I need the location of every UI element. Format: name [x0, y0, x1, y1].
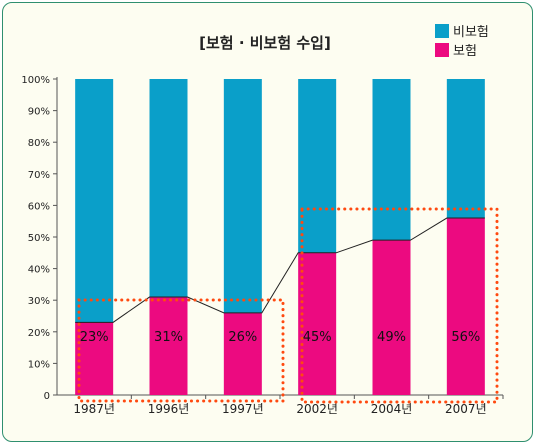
plot-area: 0 10% 20% 30% 40% 50% 60% 70% 80% 90% 100% 23% 1987년… [21, 75, 504, 416]
legend: 비보험 보험 [435, 24, 489, 59]
y-tick-label: 50% [28, 233, 50, 244]
x-tick-label: 1996년 [148, 402, 190, 416]
x-tick-label: 2002년 [296, 402, 338, 416]
legend-label-uninsured: 비보험 [453, 25, 489, 40]
bar-insured [223, 312, 262, 395]
y-tick-label: 80% [28, 138, 50, 149]
x-tick-label: 2007년 [445, 402, 487, 416]
y-tick-label: 30% [28, 296, 50, 307]
y-tick-label: 10% [28, 359, 50, 370]
legend-swatch-insured [435, 43, 449, 57]
bar-uninsured [223, 79, 262, 313]
x-tick-label: 1987년 [73, 402, 115, 416]
y-tick-label: 20% [28, 328, 50, 339]
y-tick-label: 90% [28, 107, 50, 118]
highlight-box [300, 207, 499, 404]
y-tick-label: 0 [44, 391, 50, 402]
insurance-revenue-chart: [보험 · 비보험 수입] 비보험 보험 0 10% 20% 30% 40% 50% 60%… [21, 24, 504, 416]
bar-insured [446, 218, 485, 395]
data-label: 23% [80, 330, 109, 345]
y-tick-label: 60% [28, 201, 50, 212]
bar-insured [372, 240, 411, 395]
bar-insured [75, 322, 114, 395]
data-label: 26% [228, 330, 257, 345]
bar-uninsured [149, 79, 188, 298]
bar-uninsured [298, 79, 337, 253]
bar-uninsured [75, 79, 114, 323]
bar-insured [298, 252, 337, 395]
x-tick-label: 2004년 [371, 402, 413, 416]
legend-label-insured: 보험 [453, 44, 477, 59]
x-tick-label: 1997년 [222, 402, 264, 416]
y-tick-label: 40% [28, 265, 50, 276]
data-label: 31% [154, 330, 183, 345]
data-label: 45% [303, 330, 332, 345]
y-tick-label: 100% [21, 75, 50, 86]
trend-line [75, 217, 485, 323]
chart-title: [보험 · 비보험 수입] [199, 34, 331, 52]
bar-insured [149, 297, 188, 395]
data-label: 49% [377, 330, 406, 345]
y-tick-label: 70% [28, 170, 50, 181]
bar-uninsured [372, 79, 411, 241]
legend-swatch-uninsured [435, 24, 449, 38]
data-label: 56% [451, 330, 480, 345]
bar-uninsured [446, 79, 485, 219]
